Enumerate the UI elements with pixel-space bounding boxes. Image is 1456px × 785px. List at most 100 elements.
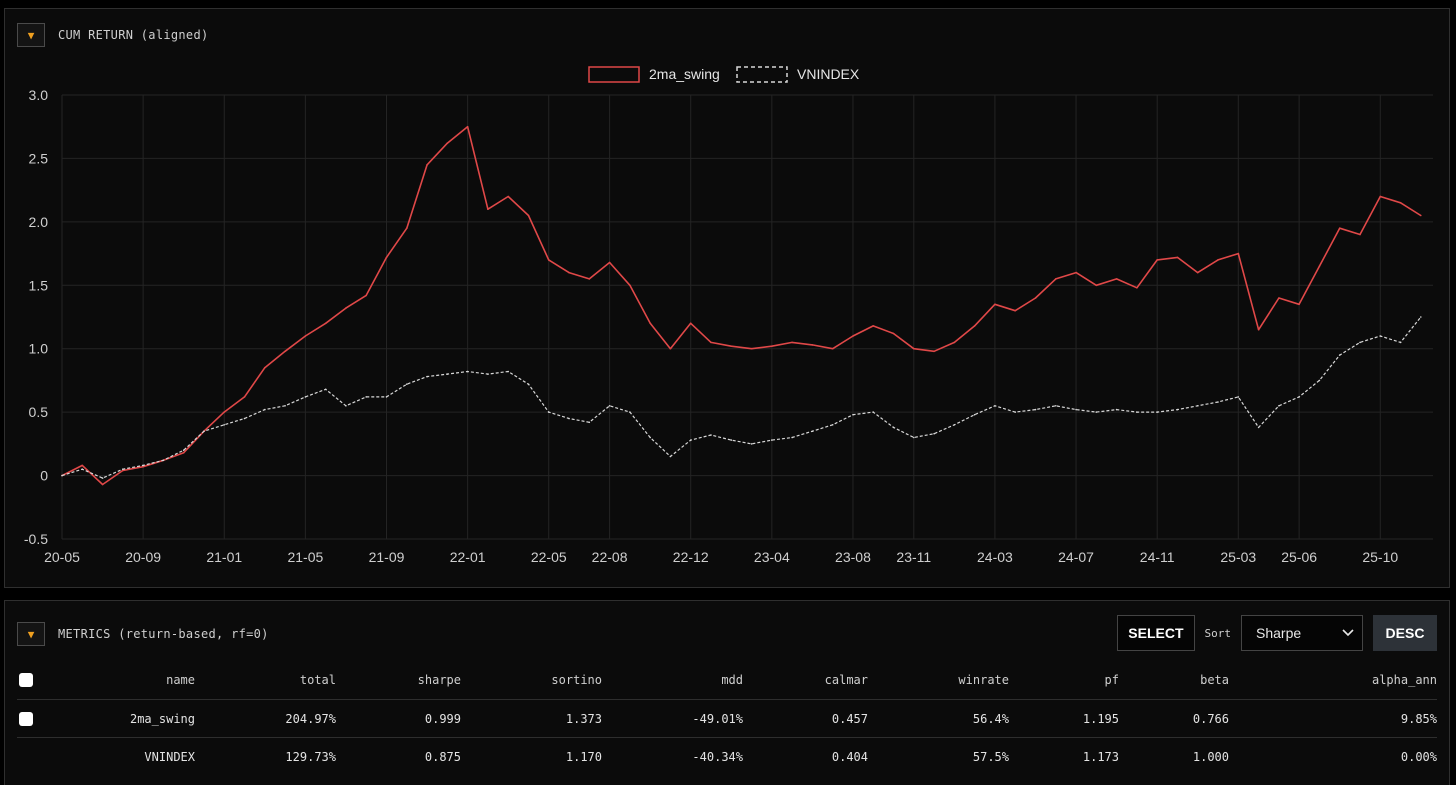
data-point bbox=[385, 256, 388, 259]
data-point bbox=[385, 396, 388, 398]
x-tick-label: 21-09 bbox=[369, 549, 405, 565]
data-point bbox=[933, 350, 935, 353]
data-point bbox=[81, 468, 84, 471]
data-point bbox=[1420, 214, 1422, 217]
data-point bbox=[1298, 396, 1300, 398]
data-point bbox=[527, 383, 530, 386]
column-header[interactable]: calmar bbox=[824, 673, 868, 687]
cell-calmar: 0.404 bbox=[743, 737, 868, 775]
data-point bbox=[1055, 405, 1057, 407]
metrics-panel-title: METRICS (return-based, rf=0) bbox=[58, 627, 269, 641]
data-point bbox=[1176, 256, 1179, 259]
column-header[interactable]: name bbox=[166, 673, 195, 687]
collapse-toggle-button[interactable]: ▼ bbox=[17, 23, 45, 47]
data-point bbox=[1278, 297, 1280, 299]
data-point bbox=[81, 464, 84, 467]
data-point bbox=[1338, 227, 1341, 229]
cum-return-panel: 3.0 2.5 2.0 1.5 1.0 0.5 0 -0.5 20-05 20-09 21-01 21… bbox=[4, 8, 1450, 588]
data-point bbox=[223, 424, 225, 426]
metrics-table: name total sharpe sortino mdd calmar win… bbox=[17, 661, 1437, 775]
data-point bbox=[649, 322, 651, 325]
x-tick-label: 23-11 bbox=[896, 549, 931, 565]
data-point bbox=[101, 477, 104, 479]
column-header[interactable]: sharpe bbox=[417, 673, 461, 687]
data-point bbox=[122, 468, 124, 471]
data-point bbox=[730, 345, 733, 348]
data-point bbox=[1237, 252, 1240, 255]
column-header[interactable]: total bbox=[299, 673, 336, 687]
sort-label: Sort bbox=[1204, 626, 1232, 640]
data-point bbox=[466, 370, 469, 373]
column-header[interactable]: winrate bbox=[958, 673, 1009, 687]
column-header[interactable]: pf bbox=[1104, 673, 1119, 687]
cell-sharpe: 0.875 bbox=[336, 737, 461, 775]
sort-value: Sharpe bbox=[1256, 625, 1302, 641]
triangle-down-icon: ▼ bbox=[27, 28, 35, 42]
data-point bbox=[1217, 259, 1219, 261]
data-point bbox=[973, 413, 976, 416]
data-point bbox=[1196, 271, 1199, 274]
data-point bbox=[1034, 297, 1037, 299]
cell-alpha-ann: 9.85% bbox=[1229, 699, 1437, 738]
data-point bbox=[284, 350, 286, 353]
sort-dropdown[interactable]: Sharpe bbox=[1241, 615, 1363, 651]
data-point bbox=[547, 411, 550, 413]
data-point bbox=[1257, 328, 1260, 331]
column-header[interactable]: alpha_ann bbox=[1371, 673, 1437, 687]
data-point bbox=[588, 278, 591, 280]
data-point bbox=[669, 347, 672, 350]
data-point bbox=[852, 335, 854, 337]
column-header[interactable]: beta bbox=[1200, 673, 1229, 687]
data-point bbox=[1075, 408, 1077, 411]
data-point bbox=[669, 455, 672, 458]
cell-pf: 1.195 bbox=[1009, 699, 1119, 738]
data-point bbox=[710, 434, 712, 436]
metrics-controls: SELECT Sort Sharpe DESC bbox=[1117, 615, 1437, 651]
data-point bbox=[243, 417, 246, 420]
data-point bbox=[426, 164, 428, 166]
data-point bbox=[406, 227, 408, 229]
data-point bbox=[203, 430, 205, 433]
cell-winrate: 57.5% bbox=[868, 737, 1009, 775]
cell-total: 204.97% bbox=[195, 699, 336, 738]
data-point bbox=[689, 439, 692, 441]
cell-sortino: 1.373 bbox=[461, 699, 602, 738]
data-point bbox=[1359, 233, 1361, 236]
legend-swatch bbox=[588, 66, 640, 83]
data-point bbox=[791, 436, 793, 439]
cell-total: 129.73% bbox=[195, 737, 336, 775]
data-point bbox=[122, 469, 124, 472]
data-point bbox=[1399, 341, 1402, 344]
data-point bbox=[1055, 278, 1057, 280]
select-button[interactable]: SELECT bbox=[1117, 615, 1195, 651]
data-point bbox=[872, 325, 874, 327]
data-point bbox=[1399, 202, 1402, 204]
collapse-toggle-button[interactable]: ▼ bbox=[17, 622, 45, 646]
data-point bbox=[831, 424, 834, 426]
data-point bbox=[689, 322, 692, 325]
legend-swatch bbox=[736, 66, 788, 83]
data-point bbox=[223, 411, 225, 413]
data-point bbox=[466, 125, 469, 128]
row-select-cell bbox=[17, 737, 61, 775]
table-row[interactable]: 2ma_swing 204.97% 0.999 1.373 -49.01% 0.… bbox=[17, 699, 1437, 738]
data-point bbox=[1217, 401, 1219, 403]
select-all-checkbox[interactable] bbox=[19, 673, 33, 688]
data-point bbox=[953, 424, 956, 426]
row-checkbox[interactable] bbox=[19, 711, 33, 726]
x-tick-label: 24-07 bbox=[1058, 549, 1094, 565]
column-header[interactable]: mdd bbox=[721, 673, 743, 687]
column-header[interactable]: sortino bbox=[551, 673, 602, 687]
data-point bbox=[345, 307, 347, 309]
x-tick-label: 24-03 bbox=[977, 549, 1013, 565]
data-point bbox=[710, 341, 712, 344]
data-point bbox=[101, 483, 104, 486]
data-point bbox=[649, 436, 651, 439]
data-point bbox=[487, 208, 489, 210]
data-point bbox=[811, 344, 814, 346]
data-point bbox=[892, 426, 895, 429]
table-row[interactable]: VNINDEX 129.73% 0.875 1.170 -40.34% 0.40… bbox=[17, 737, 1437, 775]
sort-order-button[interactable]: DESC bbox=[1373, 615, 1437, 651]
data-point bbox=[142, 464, 144, 467]
data-point bbox=[1298, 303, 1300, 306]
